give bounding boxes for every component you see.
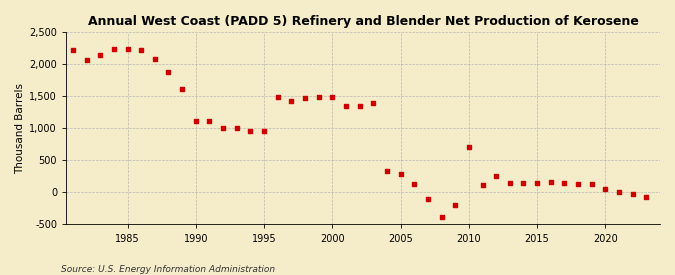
Point — [259, 129, 269, 134]
Point — [217, 126, 228, 130]
Point — [464, 145, 475, 150]
Point — [149, 57, 160, 61]
Point — [68, 48, 78, 52]
Point — [450, 203, 460, 207]
Y-axis label: Thousand Barrels: Thousand Barrels — [15, 83, 25, 174]
Point — [477, 183, 488, 188]
Point — [641, 195, 652, 199]
Point — [504, 181, 515, 185]
Point — [572, 182, 583, 186]
Point — [518, 181, 529, 185]
Point — [600, 187, 611, 191]
Point — [95, 53, 105, 57]
Point — [245, 129, 256, 133]
Point — [368, 101, 379, 105]
Point — [122, 47, 133, 51]
Point — [436, 215, 447, 220]
Point — [491, 174, 502, 178]
Point — [163, 70, 174, 75]
Point — [136, 48, 146, 52]
Point — [81, 58, 92, 62]
Point — [381, 169, 392, 174]
Point — [341, 104, 352, 108]
Point — [204, 119, 215, 123]
Text: Source: U.S. Energy Information Administration: Source: U.S. Energy Information Administ… — [61, 265, 275, 274]
Point — [627, 192, 638, 196]
Point — [286, 99, 297, 103]
Point — [232, 126, 242, 130]
Point — [177, 87, 188, 91]
Point — [423, 197, 433, 202]
Point — [272, 95, 283, 100]
Point — [327, 95, 338, 100]
Point — [532, 181, 543, 185]
Point — [313, 95, 324, 99]
Point — [354, 104, 365, 109]
Point — [395, 172, 406, 177]
Point — [109, 46, 119, 51]
Point — [300, 96, 310, 100]
Point — [587, 182, 597, 186]
Point — [559, 181, 570, 185]
Point — [409, 182, 420, 186]
Point — [545, 180, 556, 185]
Point — [614, 189, 624, 194]
Point — [190, 119, 201, 123]
Title: Annual West Coast (PADD 5) Refinery and Blender Net Production of Kerosene: Annual West Coast (PADD 5) Refinery and … — [88, 15, 639, 28]
